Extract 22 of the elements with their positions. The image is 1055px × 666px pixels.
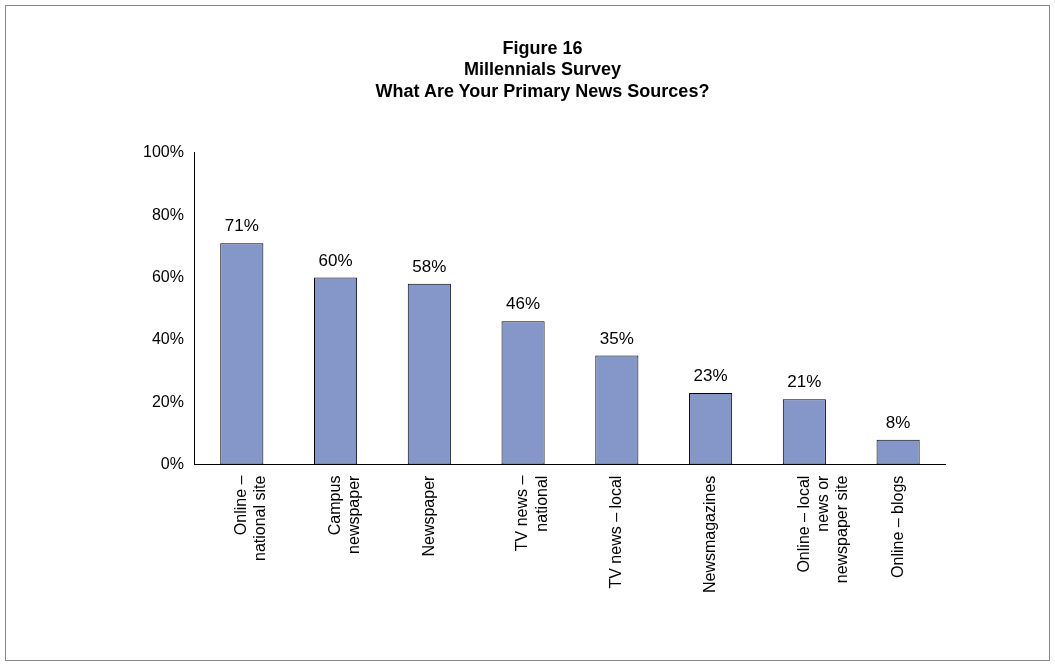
data-label: 8% xyxy=(885,412,911,432)
x-tick-label: TV news – national xyxy=(513,475,550,552)
data-label: 21% xyxy=(787,372,822,392)
x-tick-label: Online – blogs xyxy=(888,475,906,578)
x-tick-label: Newsmagazines xyxy=(701,475,719,594)
data-label: 23% xyxy=(693,366,728,386)
y-tick-label: 0% xyxy=(160,455,184,473)
chart-title: Figure 16 Millennials Survey What Are Your Primary News Sources? xyxy=(375,37,710,101)
y-tick-label: 80% xyxy=(151,205,184,223)
x-tick-label: Online – local news or newspaper site xyxy=(794,474,851,584)
y-tick-label: 60% xyxy=(151,267,184,285)
x-tick-label: Newspaper xyxy=(419,474,437,557)
data-label: 35% xyxy=(599,328,634,348)
x-tick-label: TV news – local xyxy=(607,475,625,589)
y-tick-label: 20% xyxy=(151,392,184,410)
x-tick-label: Online – national site xyxy=(232,475,269,562)
data-label: 58% xyxy=(412,256,447,276)
y-tick-label: 100% xyxy=(143,143,184,161)
data-label: 60% xyxy=(318,250,353,270)
data-label: 71% xyxy=(224,216,259,236)
y-tick-label: 40% xyxy=(151,330,184,348)
data-label: 46% xyxy=(506,294,541,314)
